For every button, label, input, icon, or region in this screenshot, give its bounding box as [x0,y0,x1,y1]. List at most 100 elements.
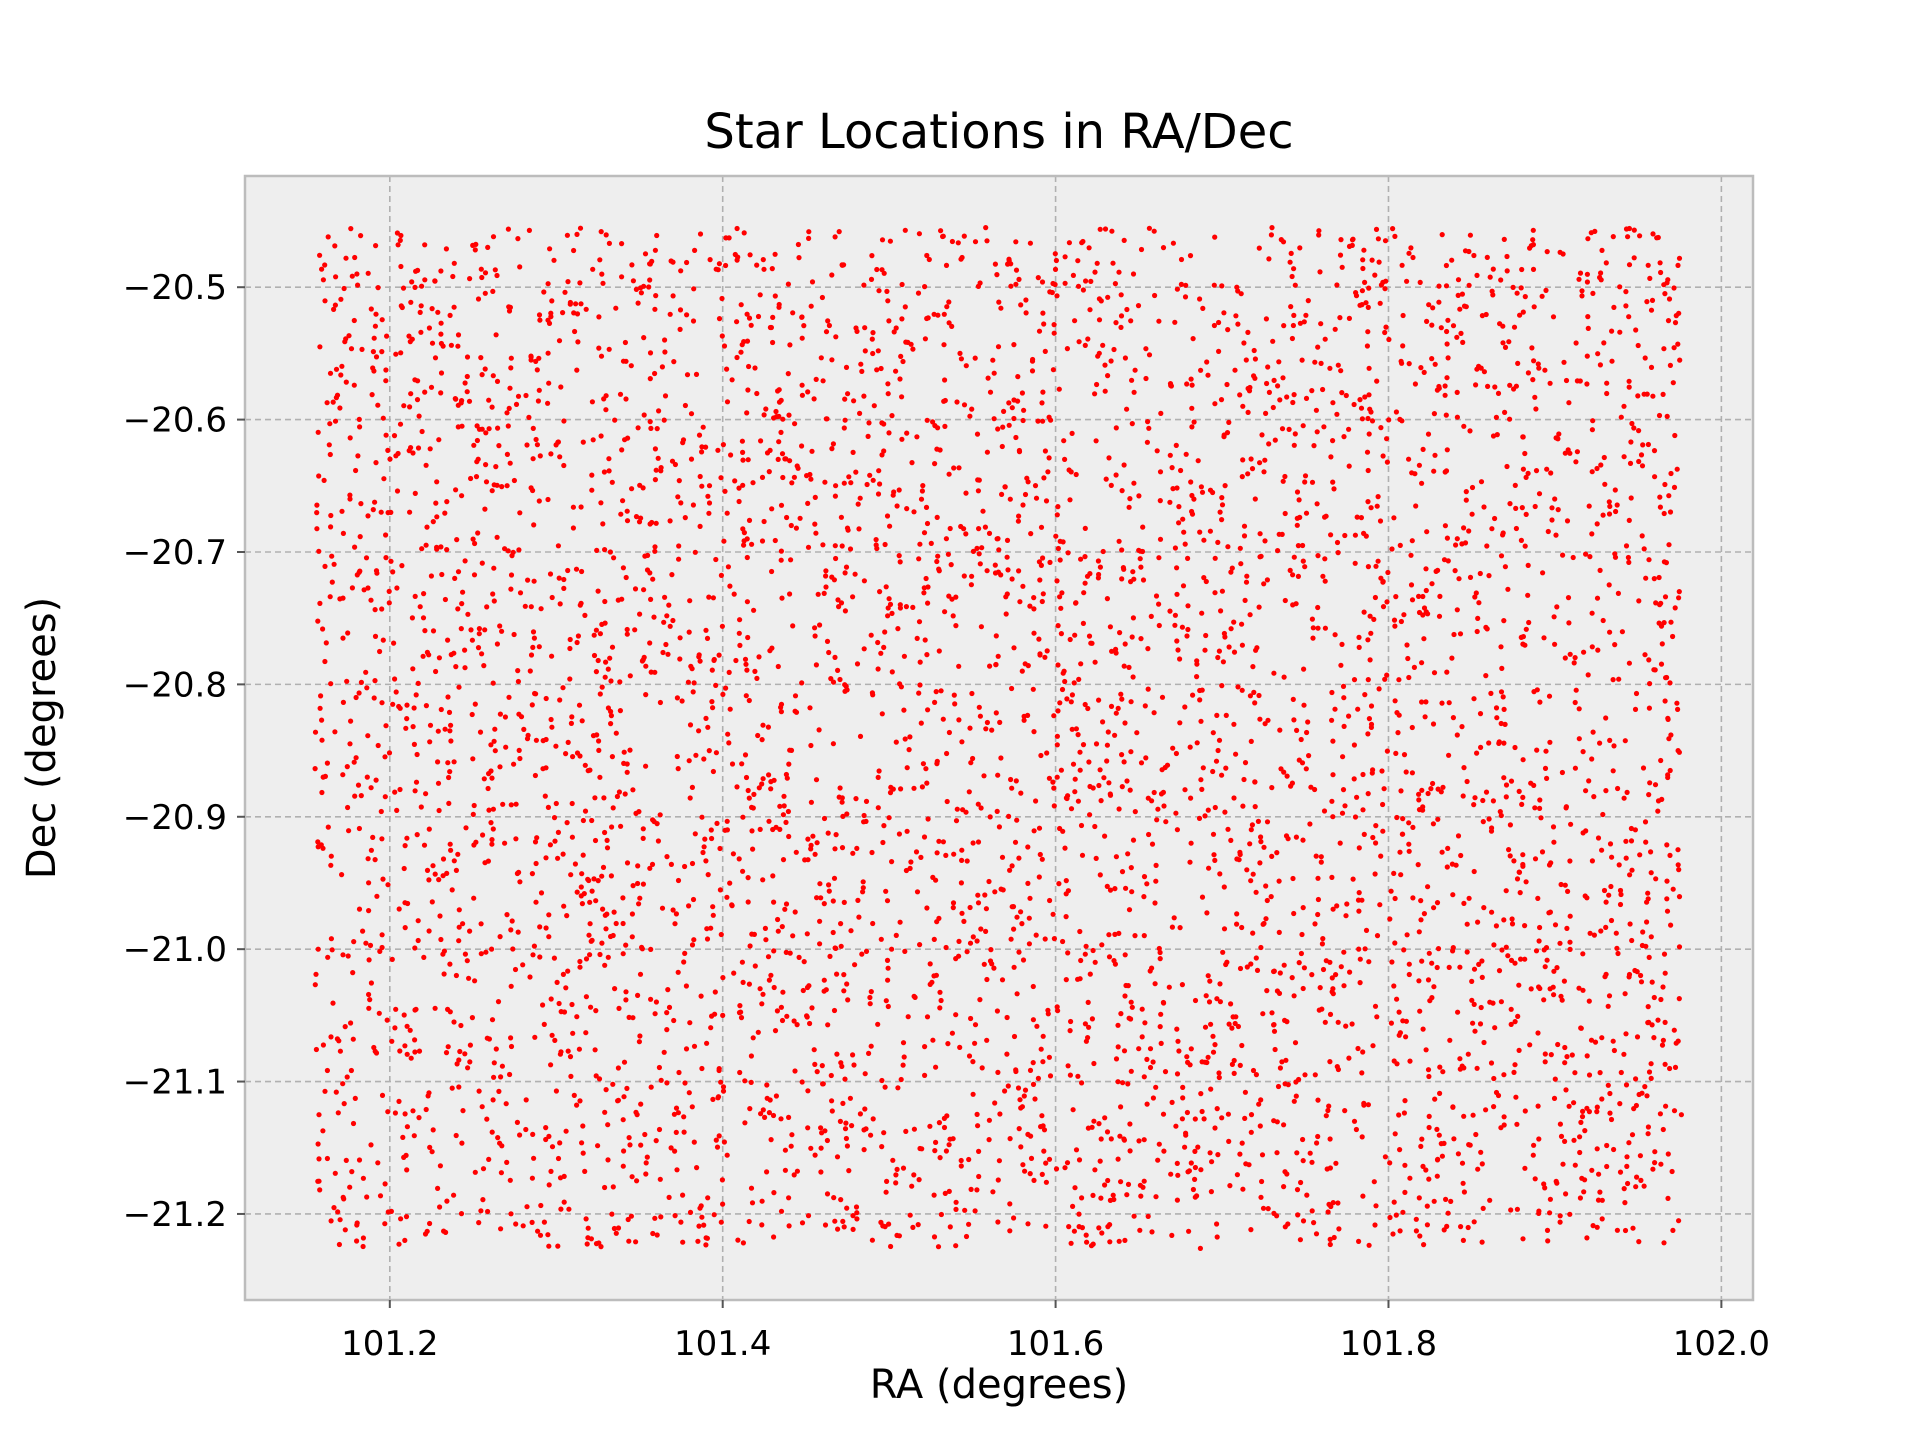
star-point [1357,956,1363,962]
star-point [1172,545,1178,551]
star-point [361,587,367,593]
star-point [570,754,576,760]
star-point [755,313,762,320]
star-point [365,733,371,739]
star-point [1603,899,1609,905]
star-point [759,1222,765,1228]
star-point [856,526,862,532]
star-point [708,1025,714,1031]
star-point [851,398,857,404]
star-point [372,1048,378,1054]
star-point [1137,556,1143,562]
star-point [710,912,716,918]
star-point [489,841,495,847]
star-point [784,1013,790,1019]
star-point [778,1004,785,1010]
star-point [805,500,811,506]
star-point [910,604,916,611]
star-point [1217,999,1223,1005]
star-point [350,1036,356,1042]
star-point [1315,344,1321,350]
star-point [652,548,658,554]
star-point [744,667,750,673]
star-point [992,889,998,895]
star-point [372,323,378,329]
star-point [1374,1014,1380,1020]
star-point [1435,816,1441,822]
star-point [1229,1025,1235,1031]
star-point [568,1073,574,1079]
star-point [1315,625,1321,631]
star-point [819,1130,825,1136]
star-point [571,1092,577,1098]
star-point [1068,1018,1074,1025]
star-point [1242,1115,1248,1121]
star-point [680,1239,686,1245]
star-point [1622,1227,1629,1234]
star-point [1287,567,1293,574]
star-point [1608,883,1614,890]
star-point [1409,470,1415,476]
star-point [1078,822,1085,829]
star-point [411,705,417,711]
star-point [1311,443,1317,449]
star-point [517,1132,523,1138]
star-point [543,695,549,702]
star-point [1170,745,1176,751]
star-point [482,290,488,296]
star-point [1099,1230,1105,1236]
star-point [324,760,330,766]
star-point [749,1200,756,1206]
star-point [590,266,596,272]
star-point [1221,434,1227,440]
star-point [1062,1165,1068,1171]
star-point [326,442,332,448]
star-point [1248,1227,1254,1233]
star-point [1566,620,1572,626]
star-point [697,473,703,480]
star-point [861,393,867,399]
star-point [1228,837,1234,844]
star-point [1121,759,1127,765]
star-point [823,987,829,993]
star-point [1301,666,1307,672]
star-point [825,830,831,836]
star-point [1617,284,1623,290]
star-point [682,1080,688,1086]
star-point [673,1105,680,1111]
star-point [1444,341,1450,347]
star-point [478,1208,484,1214]
star-point [1096,571,1102,578]
star-point [394,488,401,494]
star-point [705,872,711,878]
star-point [925,584,931,590]
star-point [1309,972,1315,978]
star-point [812,625,818,631]
star-point [429,340,436,346]
star-point [1444,375,1450,381]
star-point [1440,784,1446,790]
star-point [1365,329,1371,335]
star-point [1159,694,1166,700]
star-point [1195,458,1201,464]
star-point [1501,775,1507,781]
star-point [757,986,763,992]
star-point [402,900,408,906]
star-point [818,895,824,901]
star-point [729,902,735,908]
star-point [899,316,905,322]
star-point [1516,982,1522,988]
star-point [1607,841,1614,847]
star-point [1228,626,1234,632]
star-point [590,437,596,443]
star-point [1362,279,1368,285]
star-point [479,1104,485,1110]
star-point [1296,960,1302,966]
star-point [327,594,333,600]
star-point [1624,789,1630,796]
star-point [1670,380,1676,386]
star-point [862,348,868,354]
star-point [683,1046,690,1052]
star-point [1136,1138,1142,1144]
star-point [713,682,719,689]
